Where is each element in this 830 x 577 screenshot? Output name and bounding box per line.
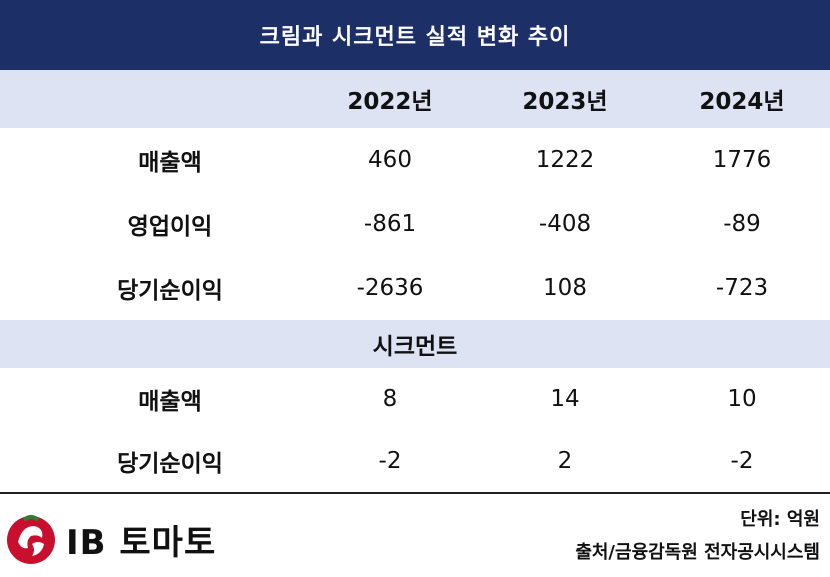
value-cell: -2636 [356, 275, 424, 301]
value-cell: -89 [723, 211, 761, 237]
table-row: 영업이익 -861 -408 -89 [0, 192, 830, 256]
value-cell: -2 [730, 448, 754, 474]
row-label: 당기순이익 [117, 278, 223, 304]
value-cell: -723 [715, 275, 769, 301]
value-cell: -2 [378, 448, 402, 474]
section-label: 시크먼트 [372, 334, 458, 360]
row-label: 매출액 [138, 150, 202, 176]
value-cell: 10 [727, 386, 757, 412]
value-cell: 8 [382, 386, 398, 412]
header-2022: 2022년 [347, 89, 433, 115]
unit-note: 단위: 억원 [740, 509, 820, 530]
row-label: 영업이익 [127, 214, 213, 240]
tomato-logo-icon [7, 515, 55, 564]
value-cell: -408 [538, 211, 592, 237]
table-title: 크림과 시크먼트 실적 변화 추이 [0, 0, 830, 70]
table-row: 당기순이익 -2636 108 -723 [0, 256, 830, 320]
header-2024: 2024년 [699, 89, 785, 115]
table-row: 당기순이익 -2 2 -2 [0, 430, 830, 492]
header-2023: 2023년 [522, 89, 608, 115]
row-label: 당기순이익 [117, 451, 223, 477]
value-cell: 1222 [535, 147, 595, 173]
header-row: 2022년 2023년 2024년 [0, 70, 830, 128]
table-row: 매출액 460 1222 1776 [0, 128, 830, 192]
row-label: 매출액 [138, 389, 202, 415]
value-cell: 14 [550, 386, 580, 412]
value-cell: 1776 [712, 147, 772, 173]
ib-tomato-logo: IB 토마토 [4, 512, 216, 566]
value-cell: 108 [543, 275, 587, 301]
table-row: 매출액 8 14 10 [0, 368, 830, 430]
section-header-row: 시크먼트 [0, 320, 830, 368]
logo-text: IB 토마토 [66, 522, 217, 563]
bottom-rule [0, 492, 830, 494]
source-note: 출처/금융감독원 전자공시시스템 [575, 542, 820, 563]
value-cell: 2 [557, 448, 573, 474]
value-cell: -861 [363, 211, 417, 237]
value-cell: 460 [368, 147, 412, 173]
